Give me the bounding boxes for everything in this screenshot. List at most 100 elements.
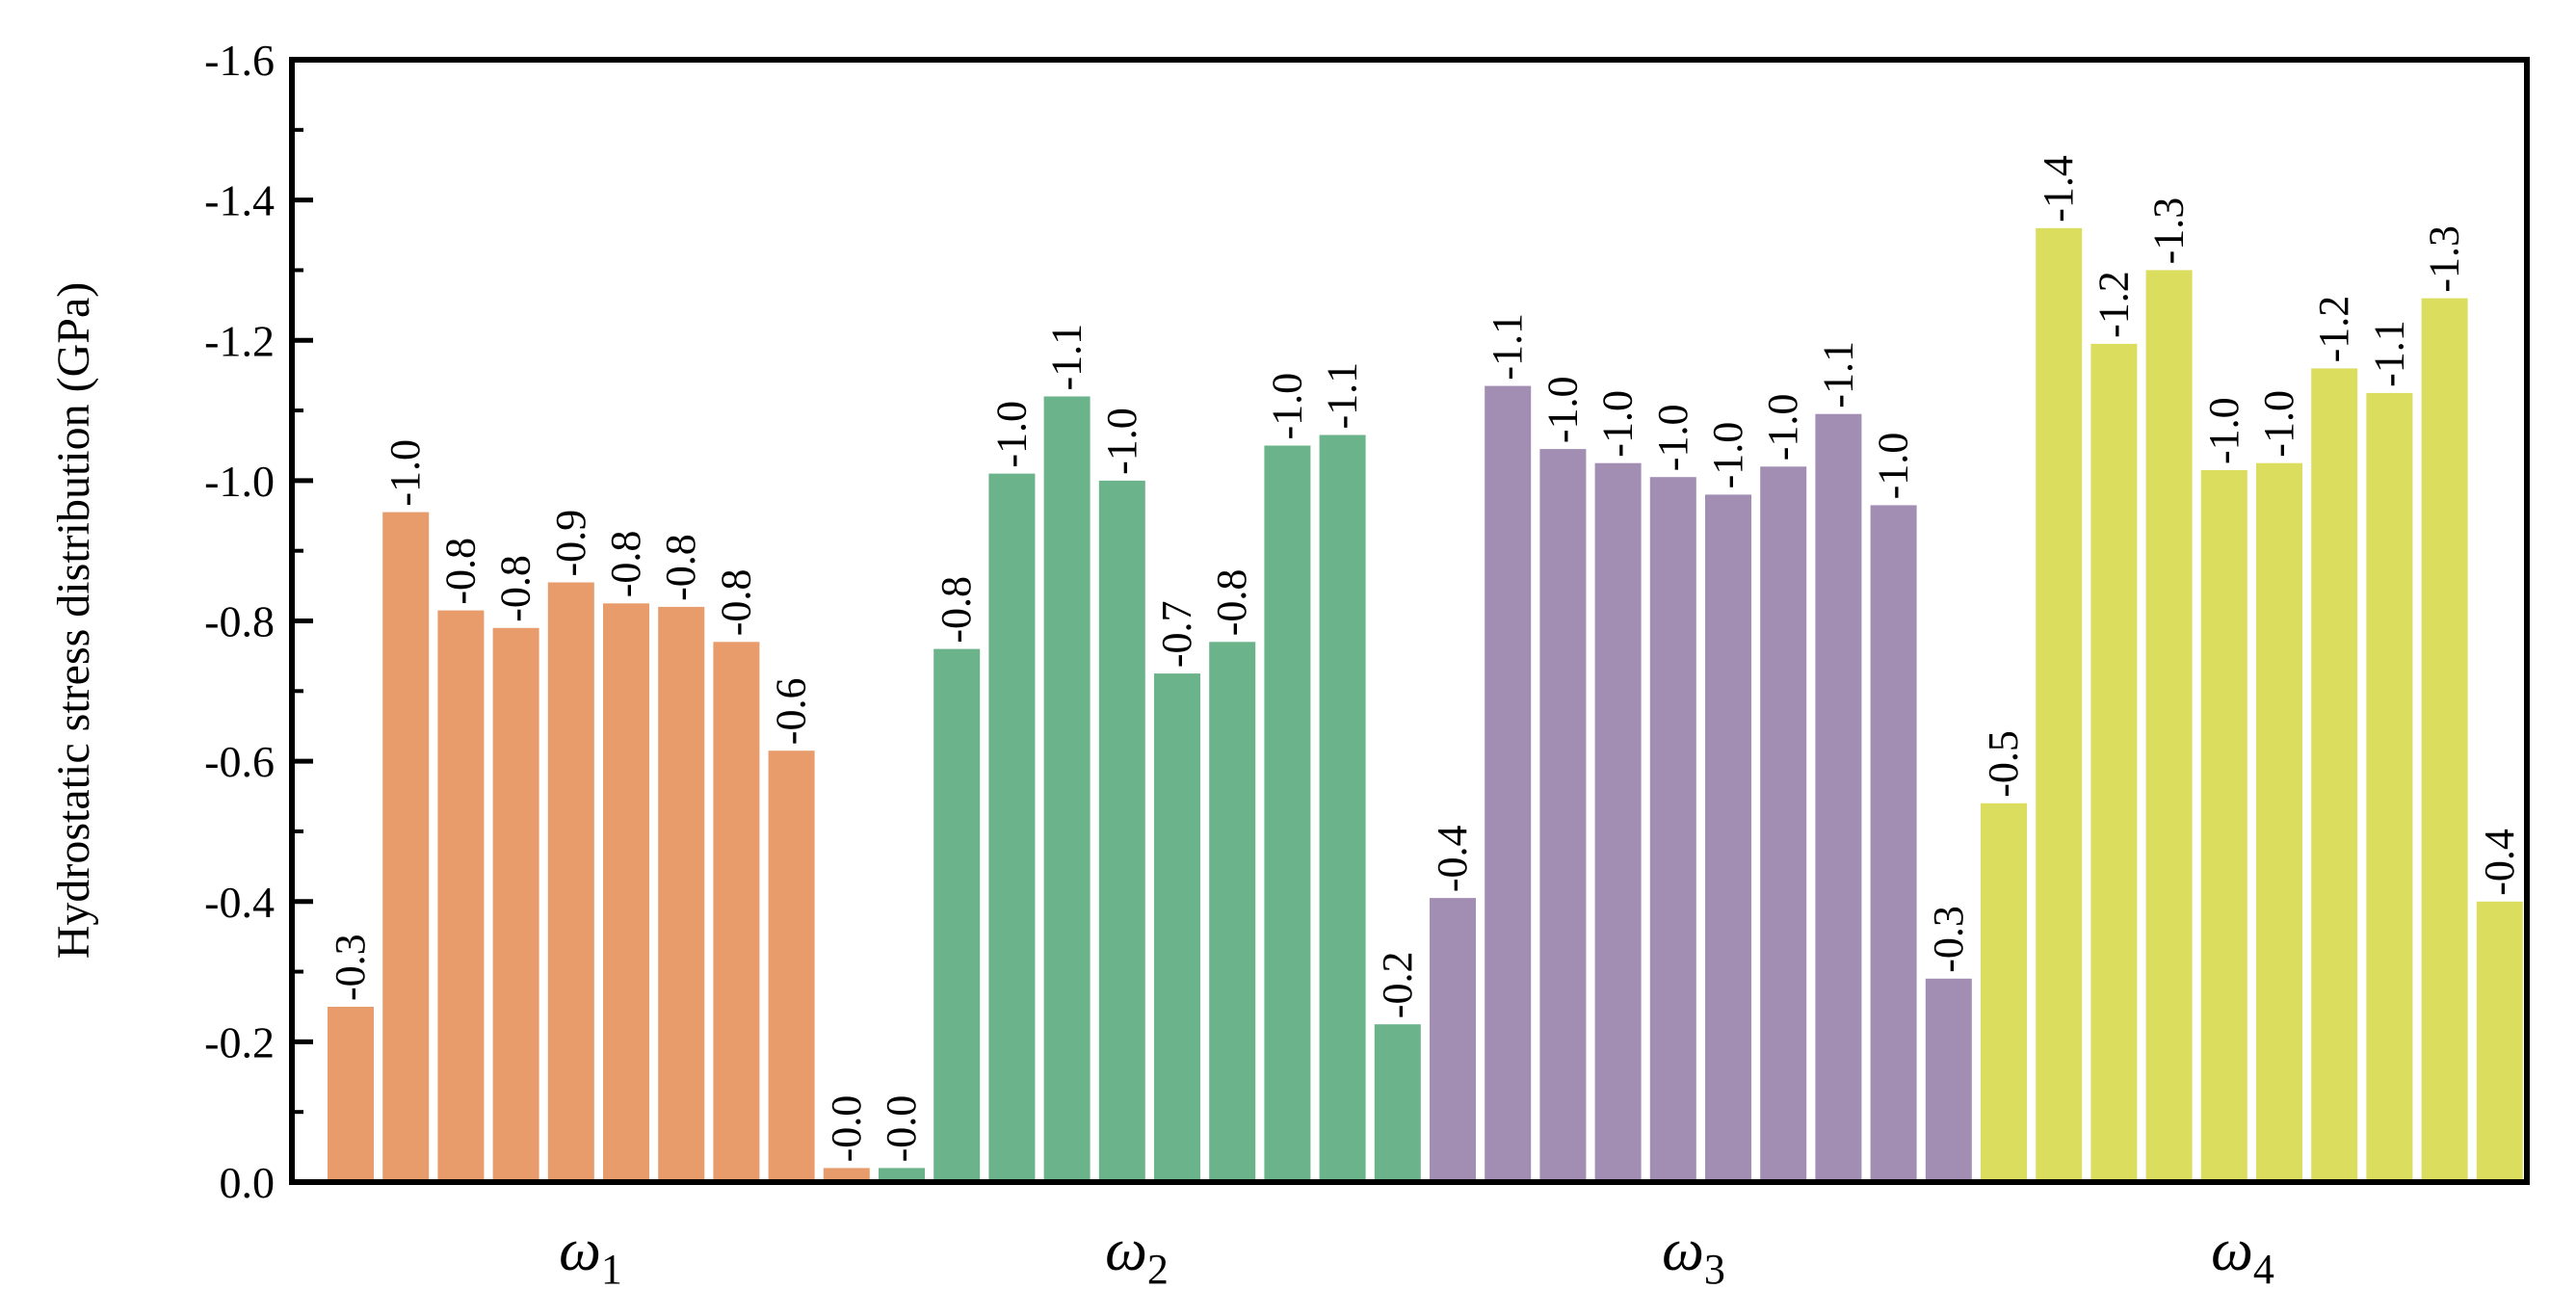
data-label: -0.8 [712, 569, 759, 637]
category-subscript: 1 [601, 1246, 622, 1290]
bar [2200, 470, 2247, 1182]
bar [603, 603, 649, 1182]
data-label: -0.2 [1374, 952, 1421, 1019]
bar [1539, 449, 1587, 1183]
data-label: -0.8 [602, 531, 649, 598]
data-label: -1.0 [1870, 433, 1917, 500]
bar [1594, 462, 1642, 1182]
bar [2311, 368, 2358, 1182]
bar [2366, 392, 2413, 1182]
bar [1485, 385, 1532, 1183]
category-symbol: ω [1105, 1218, 1147, 1283]
bar [879, 1168, 925, 1182]
data-label: -1.4 [2035, 155, 2082, 223]
bar [1815, 413, 1862, 1182]
data-label: -1.2 [2310, 296, 2357, 363]
data-label: -0.0 [878, 1095, 925, 1163]
y-tick-label: -1.2 [204, 316, 275, 365]
bar [1209, 642, 1256, 1182]
y-tick-label: -1.6 [204, 36, 275, 85]
data-label: -1.2 [2090, 271, 2137, 338]
data-label: -0.7 [1153, 600, 1200, 668]
bar [1705, 494, 1751, 1182]
bar [2036, 227, 2083, 1183]
bar [1374, 1024, 1421, 1182]
bar [547, 582, 594, 1182]
bar [437, 610, 485, 1182]
bar [1264, 445, 1311, 1182]
data-label: -1.1 [1484, 313, 1531, 381]
data-label: -1.0 [2255, 390, 2302, 458]
bars-layer [328, 227, 2523, 1183]
category-symbol: ω [1662, 1218, 1704, 1283]
bar [933, 648, 981, 1182]
category-label: ω1 [559, 1218, 622, 1290]
data-label: -0.8 [436, 538, 484, 605]
data-label: -0.3 [327, 934, 374, 1001]
data-label: -1.3 [2145, 197, 2193, 265]
y-tick-label: 0.0 [220, 1158, 276, 1207]
data-label: -0.8 [933, 576, 980, 644]
category-label: ω4 [2211, 1218, 2274, 1290]
bar [2090, 343, 2138, 1182]
bar [1043, 396, 1091, 1182]
category-symbol: ω [2211, 1218, 2253, 1283]
bar [713, 642, 760, 1182]
data-label: -0.6 [768, 678, 815, 746]
data-label: -0.5 [1980, 730, 2027, 798]
plot-frame [289, 57, 2530, 1185]
bar [1981, 803, 2027, 1182]
data-labels-layer: -0.3-1.0-0.8 -0.8-0.9 -0.8 -0.8-0.8-0.6-0.0… [327, 155, 2523, 1162]
bar [1319, 434, 1366, 1182]
category-symbol: ω [559, 1218, 601, 1283]
bar [382, 512, 430, 1182]
data-label: -1.0 [1704, 422, 1751, 489]
data-label: -1.1 [1814, 341, 1861, 408]
bar [2256, 462, 2302, 1182]
category-subscript: 2 [1147, 1246, 1169, 1290]
bar [1649, 477, 1696, 1182]
category-label: ω3 [1662, 1218, 1725, 1290]
x-axis-categories: ω1 ω2 ω3 ω4 [559, 1218, 2274, 1290]
data-label: -1.1 [1043, 324, 1091, 391]
bar [1430, 898, 1476, 1182]
category-subscript: 4 [2253, 1246, 2274, 1290]
bar [1925, 978, 1972, 1182]
data-label: -0.8 [657, 534, 704, 601]
bar [1870, 505, 1917, 1182]
bar [492, 627, 539, 1182]
bar [658, 606, 705, 1182]
bar [2145, 270, 2193, 1182]
data-label: -0.8 [1208, 569, 1255, 637]
data-label: -1.0 [1263, 373, 1310, 440]
y-tick-label: -0.4 [204, 878, 275, 927]
data-label: -1.0 [987, 401, 1035, 468]
bar [1760, 466, 1807, 1182]
y-tick-label: -1.0 [204, 457, 275, 506]
bar [823, 1168, 870, 1182]
bar [1154, 673, 1200, 1182]
y-axis: -1.6 -1.4 -1.2 -1.0 -0.8 -0.6 -0.4 -0.2 0.0 [204, 36, 313, 1207]
y-tick-label: -0.8 [204, 597, 275, 646]
data-label: -1.0 [1759, 394, 1806, 461]
data-label: -0.3 [1925, 906, 1972, 973]
bar [2476, 901, 2523, 1183]
y-tick-label: -0.6 [204, 737, 275, 786]
data-label: -1.0 [1649, 405, 1696, 472]
data-label: -0.9 [547, 510, 594, 577]
data-label: -0.0 [823, 1095, 870, 1163]
bar [1098, 480, 1145, 1182]
bar [328, 1007, 374, 1182]
bar [768, 750, 815, 1182]
data-label: -1.0 [1098, 408, 1145, 475]
data-label: -1.0 [2200, 397, 2247, 464]
data-label: -0.8 [492, 555, 539, 622]
bar [988, 473, 1036, 1183]
data-label: -1.1 [2365, 320, 2412, 387]
data-label: -0.4 [2476, 829, 2523, 896]
y-tick-label: -1.4 [204, 176, 275, 225]
data-label: -1.1 [1319, 362, 1366, 430]
category-subscript: 3 [1704, 1246, 1725, 1290]
data-label: -1.0 [381, 439, 429, 507]
